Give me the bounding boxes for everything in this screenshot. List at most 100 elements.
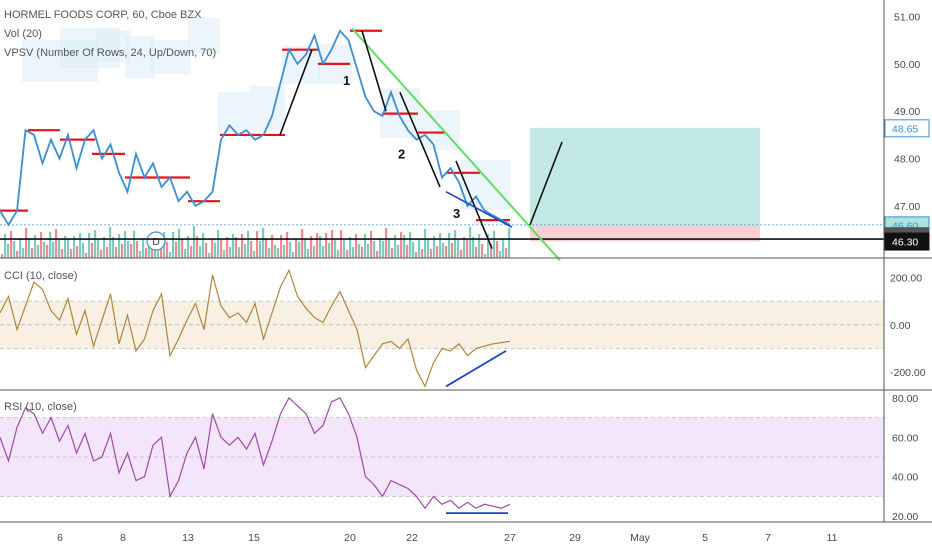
stop-zone-box	[530, 224, 760, 242]
volume-bar	[229, 247, 232, 258]
volume-bar	[169, 252, 172, 258]
volume-bar	[262, 228, 265, 258]
volume-bar	[385, 228, 388, 258]
price-tick-label: 51.00	[894, 12, 920, 24]
volume-bar	[361, 247, 364, 258]
volume-bar	[82, 243, 85, 258]
volume-bar	[379, 238, 382, 258]
volume-bar	[61, 249, 64, 258]
price-badge-label: 48.65	[892, 123, 918, 135]
volume-bar	[406, 245, 409, 258]
volume-bar	[97, 240, 100, 258]
volume-bar	[28, 238, 31, 258]
x-tick-label: 27	[504, 532, 516, 544]
volume-bar	[484, 254, 487, 258]
cci-tick-label: 200.00	[890, 272, 922, 284]
rsi-tick-label: 60.00	[892, 432, 918, 444]
volume-bar	[439, 233, 442, 258]
volume-bar	[115, 247, 118, 258]
price-tick-label: 48.00	[894, 154, 920, 166]
volume-bar	[313, 246, 316, 258]
volume-bar	[193, 226, 196, 258]
volume-bar	[421, 249, 424, 258]
volume-profile-box	[150, 40, 190, 74]
volume-bar	[136, 241, 139, 258]
volume-bar	[142, 238, 145, 258]
x-tick-label: 6	[57, 532, 63, 544]
volume-profile-box	[250, 86, 285, 130]
volume-bar	[397, 245, 400, 258]
volume-bar	[37, 245, 40, 258]
volume-bar	[367, 244, 370, 258]
volume-bar	[433, 236, 436, 258]
volume-bar	[247, 231, 250, 258]
downtrend-line	[351, 27, 561, 262]
cci-pane[interactable]	[0, 268, 884, 388]
volume-bar	[436, 246, 439, 258]
volume-bar	[88, 233, 91, 258]
volume-bar	[418, 239, 421, 258]
volume-bar	[43, 242, 46, 258]
volume-bar	[253, 251, 256, 258]
volume-bar	[190, 246, 193, 258]
vol-indicator-label[interactable]: Vol (20)	[4, 28, 42, 40]
volume-bar	[274, 245, 277, 258]
volume-bar	[265, 238, 268, 258]
volume-bar	[382, 241, 385, 258]
volume-bar	[85, 253, 88, 258]
volume-bar	[457, 240, 460, 258]
volume-bar	[112, 237, 115, 258]
volume-bar	[493, 231, 496, 258]
volume-bar	[331, 230, 334, 258]
volume-bar	[352, 247, 355, 258]
volume-bar	[319, 236, 322, 258]
volume-profile-box	[96, 30, 130, 62]
volume-bar	[220, 240, 223, 258]
volume-bar	[1, 254, 4, 258]
rsi-line	[0, 396, 511, 510]
rsi-pane[interactable]	[0, 396, 884, 515]
cci-divergence-line	[445, 350, 507, 388]
volume-bar	[76, 246, 79, 258]
volume-bar	[235, 237, 238, 258]
cci-indicator-label[interactable]: CCI (10, close)	[4, 270, 78, 282]
volume-bar	[430, 249, 433, 258]
volume-bar	[463, 237, 466, 258]
x-tick-label: 8	[120, 532, 126, 544]
rsi-tick-label: 20.00	[892, 511, 918, 523]
volume-bar	[4, 234, 7, 258]
volume-bar	[391, 248, 394, 258]
price-tick-label: 47.00	[894, 201, 920, 213]
volume-bar	[127, 241, 130, 258]
target-zone-box	[530, 127, 760, 225]
volume-bar	[355, 234, 358, 258]
symbol-title[interactable]: HORMEL FOODS CORP, 60, Cboe BZX	[4, 9, 202, 21]
volume-bar	[202, 233, 205, 258]
vpsv-indicator-label[interactable]: VPSV (Number Of Rows, 24, Up/Down, 70)	[4, 47, 217, 59]
volume-bar	[49, 232, 52, 258]
volume-bar	[223, 250, 226, 258]
volume-bar	[472, 237, 475, 258]
volume-profile-box	[460, 160, 510, 210]
volume-bar	[340, 230, 343, 258]
volume-bar	[172, 232, 175, 258]
volume-bar	[478, 234, 481, 258]
volume-profile-box	[420, 110, 460, 150]
volume-profile-box	[188, 18, 220, 54]
volume-bar	[376, 251, 379, 258]
volume-bar	[145, 248, 148, 258]
x-tick-label: 11	[827, 532, 838, 544]
volume-bar	[208, 253, 211, 258]
wave-line	[399, 92, 441, 188]
volume-bar	[199, 246, 202, 258]
price-pane[interactable]: D 1 2 3	[0, 18, 884, 262]
volume-bar	[337, 250, 340, 258]
rsi-indicator-label[interactable]: RSI (10, close)	[4, 401, 77, 413]
volume-bar	[442, 243, 445, 258]
volume-bar	[244, 244, 247, 258]
volume-bar	[415, 252, 418, 258]
volume-bar	[241, 234, 244, 258]
volume-bar	[118, 234, 121, 258]
